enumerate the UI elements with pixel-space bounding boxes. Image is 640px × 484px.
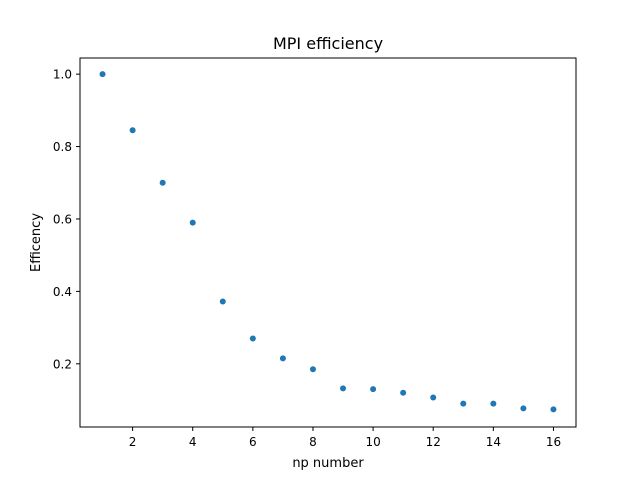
y-tick-label: 0.6: [53, 212, 72, 226]
data-point: [460, 400, 467, 407]
x-tick-label: 16: [546, 435, 561, 449]
data-point: [99, 71, 106, 78]
y-tick-label: 0.4: [53, 285, 72, 299]
data-point: [279, 355, 286, 362]
y-tick-label: 0.8: [53, 140, 72, 154]
data-point: [340, 385, 347, 392]
data-point: [520, 405, 527, 412]
data-points: [99, 71, 557, 413]
chart-title: MPI efficiency: [273, 34, 383, 53]
data-point: [370, 386, 377, 393]
data-point: [219, 298, 226, 305]
x-axis-label: np number: [292, 456, 364, 471]
data-point: [400, 389, 407, 396]
data-point: [189, 219, 196, 226]
x-tick-label: 14: [486, 435, 501, 449]
data-point: [550, 406, 557, 413]
data-point: [490, 400, 497, 407]
x-tick-label: 4: [189, 435, 197, 449]
data-point: [430, 394, 437, 401]
data-point: [129, 127, 136, 134]
y-tick-label: 1.0: [53, 68, 72, 82]
data-point: [159, 179, 166, 186]
data-point: [249, 335, 256, 342]
x-tick-label: 6: [249, 435, 257, 449]
y-axis-label: Efficency: [29, 213, 44, 272]
data-point: [309, 366, 316, 373]
x-axis-ticks: 2 4 6 8 10 12 14 16: [129, 427, 561, 449]
x-tick-label: 2: [129, 435, 137, 449]
x-tick-label: 8: [309, 435, 317, 449]
x-tick-label: 10: [365, 435, 380, 449]
x-tick-label: 12: [426, 435, 441, 449]
y-axis-ticks: 0.2 0.4 0.6 0.8 1.0: [53, 68, 80, 371]
plot-frame: [79, 57, 577, 428]
y-tick-label: 0.2: [53, 357, 72, 371]
